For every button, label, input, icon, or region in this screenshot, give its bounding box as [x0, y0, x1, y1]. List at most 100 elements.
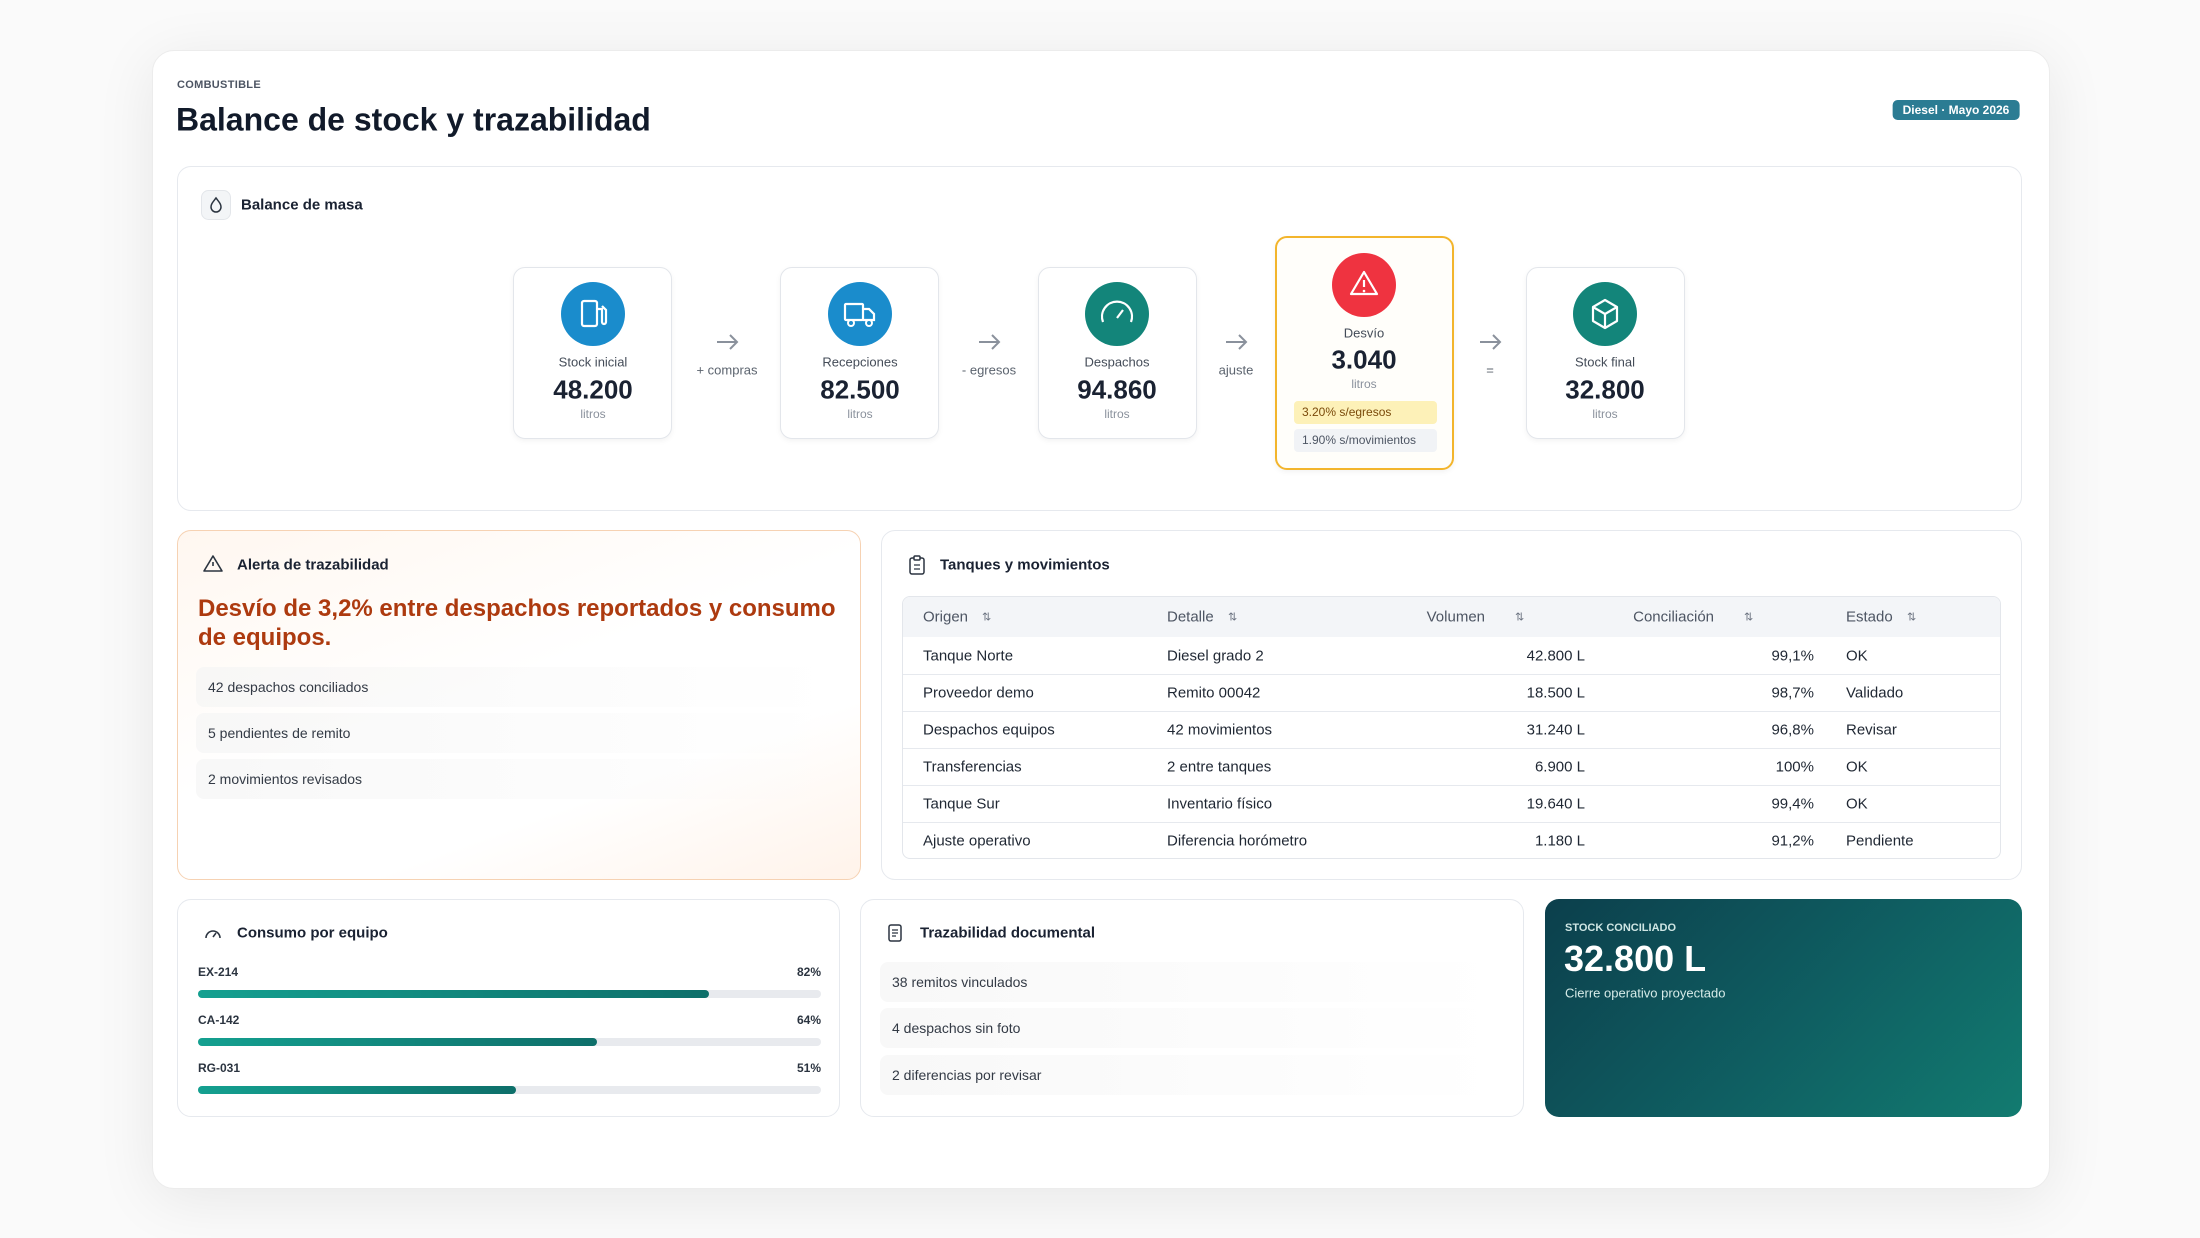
- sort-icon[interactable]: ⇅: [982, 611, 992, 624]
- equipment-name: RG-031: [198, 1061, 241, 1075]
- cell: 99,1%: [1771, 647, 1814, 664]
- cell: Ajuste operativo: [923, 832, 1031, 849]
- bar: [198, 1086, 516, 1094]
- step-unit: litros: [1104, 407, 1130, 421]
- operator: ajuste: [1218, 362, 1254, 378]
- column-header[interactable]: Estado: [1846, 608, 1893, 626]
- column-header[interactable]: Conciliación: [1633, 608, 1714, 626]
- cell: 18.500 L: [1526, 684, 1585, 701]
- cell: Diesel grado 2: [1167, 647, 1264, 664]
- document-item: 38 remitos vinculados: [880, 962, 1500, 1002]
- step-value: 48.200: [553, 374, 633, 405]
- cell: 42 movimientos: [1167, 721, 1273, 738]
- consumption-card: [177, 899, 840, 1117]
- row-divider: [903, 785, 2000, 786]
- cell: 100%: [1775, 758, 1814, 775]
- step-label: Recepciones: [822, 354, 898, 370]
- cell: OK: [1846, 647, 1868, 664]
- tanks-title: Tanques y movimientos: [940, 556, 1110, 574]
- step-label: Despachos: [1084, 354, 1150, 370]
- step-unit: litros: [580, 407, 606, 421]
- alert-item: 2 movimientos revisados: [196, 759, 836, 799]
- tanks-card: [881, 530, 2022, 880]
- step-label: Stock inicial: [558, 354, 628, 370]
- step-value: 32.800: [1565, 374, 1645, 405]
- document-item: 4 despachos sin foto: [880, 1008, 1500, 1048]
- alert-icon: [203, 555, 223, 572]
- alert-item: 5 pendientes de remito: [196, 713, 836, 753]
- cell: 19.640 L: [1526, 795, 1585, 812]
- cell: Remito 00042: [1167, 684, 1261, 701]
- step-value: 82.500: [820, 374, 900, 405]
- table: Origen ⇅ Detalle ⇅ Volumen ⇅ Conciliación ⇅ Esta…: [902, 596, 2001, 859]
- cell: Revisar: [1846, 721, 1897, 738]
- step-icons: [561, 253, 1637, 350]
- table-header: [903, 597, 2000, 637]
- documents-icon: [888, 924, 902, 942]
- cell: 1.180 L: [1534, 832, 1585, 849]
- sort-icon[interactable]: ⇅: [1228, 611, 1238, 624]
- cell: 91,2%: [1771, 832, 1814, 849]
- documents-title: Trazabilidad documental: [920, 924, 1096, 942]
- cell: 31.240 L: [1526, 721, 1585, 738]
- column-header[interactable]: Volumen: [1426, 608, 1485, 626]
- cell: Despachos equipos: [923, 721, 1055, 738]
- operator: + compras: [696, 362, 758, 378]
- row-divider: [903, 674, 2000, 675]
- step-unit: litros: [847, 407, 873, 421]
- cell: OK: [1846, 795, 1868, 812]
- period-badge[interactable]: Diesel · Mayo 2026: [1892, 100, 2020, 120]
- alert-message: Desvío de 3,2% entre despachos reportado…: [198, 595, 836, 651]
- section-label: COMBUSTIBLE: [177, 79, 261, 91]
- reconciled-caption: Cierre operativo proyectado: [1565, 985, 1726, 1001]
- cell: Tanque Sur: [923, 795, 1000, 812]
- bar: [198, 990, 709, 998]
- cell: 99,4%: [1771, 795, 1814, 812]
- column-header[interactable]: Origen: [923, 608, 969, 626]
- sort-icon[interactable]: ⇅: [1744, 611, 1754, 624]
- step-unit: litros: [1351, 377, 1377, 391]
- step-label: Stock final: [1575, 354, 1635, 370]
- row-divider: [903, 822, 2000, 823]
- bar: [198, 1038, 597, 1046]
- cell: 6.900 L: [1534, 758, 1585, 775]
- cell: 2 entre tanques: [1167, 758, 1272, 775]
- equipment-percent: 51%: [796, 1061, 821, 1075]
- cell: 96,8%: [1771, 721, 1814, 738]
- page-title: Balance de stock y trazabilidad: [176, 101, 651, 138]
- cell: Pendiente: [1846, 832, 1914, 849]
- sort-icon[interactable]: ⇅: [1907, 611, 1917, 624]
- cell: Transferencias: [923, 758, 1022, 775]
- consumption-icon: [205, 930, 221, 939]
- balance-title: Balance de masa: [241, 196, 363, 214]
- alert-item: 42 despachos conciliados: [196, 667, 836, 707]
- tanks-icon: [909, 555, 925, 575]
- equipment-percent: 64%: [796, 1013, 821, 1027]
- row-divider: [903, 748, 2000, 749]
- cell: Tanque Norte: [923, 647, 1014, 664]
- document-item: 2 diferencias por revisar: [880, 1055, 1500, 1095]
- column-header[interactable]: Detalle: [1167, 608, 1214, 626]
- cell: Validado: [1846, 684, 1904, 701]
- alert-title: Alerta de trazabilidad: [237, 556, 389, 574]
- operator: =: [1486, 362, 1494, 378]
- deviation-tag: 3.20% s/egresos: [1294, 401, 1437, 424]
- sort-icon[interactable]: ⇅: [1515, 611, 1525, 624]
- deviation-tag: 1.90% s/movimientos: [1294, 429, 1437, 452]
- cell: 42.800 L: [1526, 647, 1585, 664]
- cell: 98,7%: [1771, 684, 1814, 701]
- row-divider: [903, 711, 2000, 712]
- step-unit: litros: [1592, 407, 1618, 421]
- reconciled-value: 32.800 L: [1564, 938, 1707, 979]
- step-label: Desvío: [1343, 325, 1385, 341]
- step-value: 94.860: [1077, 374, 1157, 405]
- operator: - egresos: [961, 362, 1017, 378]
- step-card: [780, 267, 939, 439]
- cell: Diferencia horómetro: [1167, 832, 1308, 849]
- balance-icon: [201, 190, 231, 220]
- cell: OK: [1846, 758, 1868, 775]
- step-value: 3.040: [1331, 344, 1397, 375]
- reconciled-label: STOCK CONCILIADO: [1565, 922, 1677, 934]
- cell: Inventario físico: [1167, 795, 1273, 812]
